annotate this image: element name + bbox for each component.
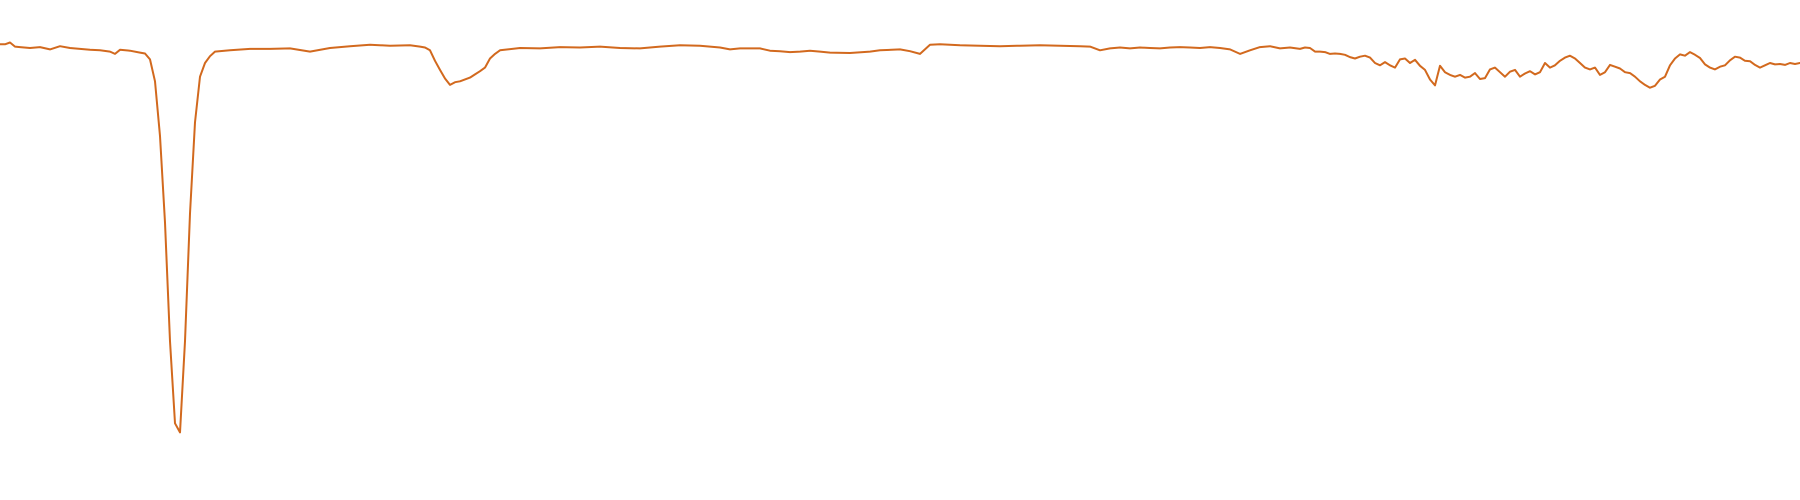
series-line-0 <box>0 41 1800 434</box>
